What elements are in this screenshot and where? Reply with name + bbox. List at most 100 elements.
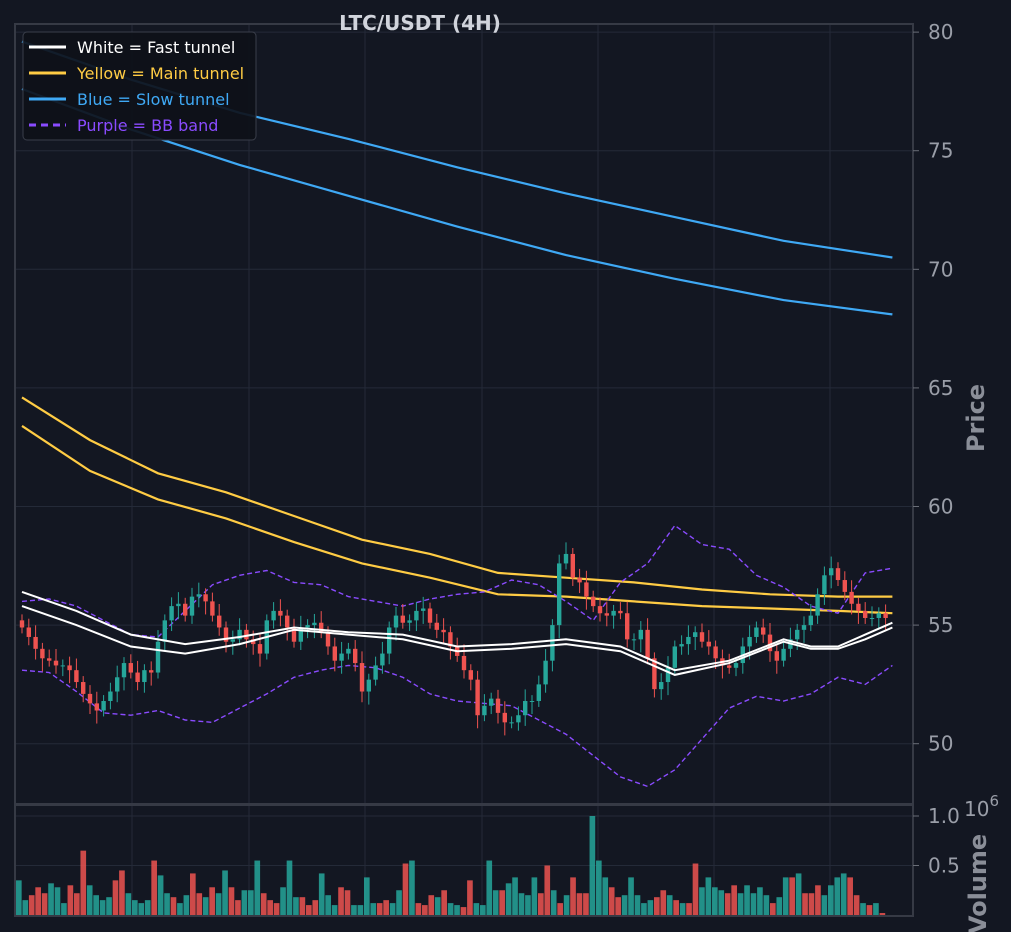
candle-body	[876, 613, 881, 618]
candle-body	[33, 636, 38, 649]
candle-body	[421, 608, 426, 611]
volume-bar	[724, 893, 731, 915]
candle-body	[557, 563, 562, 626]
main-tunnel	[21, 396, 893, 615]
volume-bar	[454, 905, 460, 915]
candle-body	[767, 634, 773, 652]
candle-body	[727, 665, 732, 668]
volume-bar	[177, 903, 183, 915]
volume-bar	[628, 877, 634, 915]
volume-bar	[570, 877, 576, 915]
candle-body	[74, 670, 79, 683]
volume-bar	[357, 905, 364, 915]
volume-bar	[267, 900, 273, 915]
candle-body	[101, 701, 106, 711]
volume-bar	[428, 895, 435, 915]
candle-body	[176, 603, 181, 607]
volume-bar	[22, 900, 29, 915]
candle-body	[638, 629, 643, 640]
volume-panel-frame	[14, 804, 914, 917]
volume-bar	[248, 890, 254, 915]
candle-body	[128, 663, 133, 673]
volume-bar	[782, 877, 789, 915]
volume-bar	[467, 880, 473, 915]
volume-bar	[157, 875, 164, 915]
price-tick-label: 65	[928, 376, 953, 400]
candle-body	[801, 625, 807, 630]
candle-body	[414, 610, 419, 621]
candles	[19, 542, 888, 736]
volume-bar	[209, 887, 215, 915]
candle-body	[373, 665, 378, 680]
candle-body	[822, 575, 827, 595]
candle-body	[19, 620, 25, 628]
volume-bar	[770, 903, 776, 915]
candle-body	[312, 622, 317, 626]
volume-bar	[93, 895, 99, 915]
volume-bar	[415, 903, 422, 915]
volume-bar	[834, 877, 841, 915]
legend-box	[22, 31, 257, 141]
volume-bar	[505, 883, 512, 915]
candle-body	[842, 580, 847, 592]
price-tick-label: 60	[928, 495, 953, 519]
volume-bar	[815, 885, 821, 915]
volume-bar	[763, 895, 770, 915]
volume-bar	[847, 877, 853, 915]
price-axis-ticks: 50 55 60 65 70 75 80	[913, 20, 953, 756]
candle-body	[359, 663, 365, 692]
candle-body	[536, 684, 541, 702]
volume-bar	[840, 873, 847, 915]
volume-bar	[132, 900, 138, 915]
candle-body	[346, 648, 351, 654]
candle-body	[849, 591, 854, 604]
volume-bar	[499, 890, 505, 915]
candle-body	[53, 660, 59, 666]
volume-bar	[318, 873, 325, 915]
candle-body	[149, 670, 154, 673]
candle-body	[523, 701, 528, 716]
volume-bar	[190, 873, 196, 915]
volume-bar	[86, 885, 93, 915]
volume-bar	[280, 887, 286, 915]
candle-body	[808, 615, 813, 626]
candle-body	[441, 629, 446, 633]
candle-body	[856, 603, 861, 611]
volume-bar	[531, 877, 538, 915]
legend-label-bb: Purple = BB band	[77, 116, 218, 135]
candle-body	[325, 632, 331, 647]
price-grid	[16, 25, 912, 803]
volume-axis-label: Volume	[964, 834, 992, 932]
candle-body	[448, 632, 453, 647]
candle-body	[427, 608, 433, 623]
volume-bar	[441, 890, 447, 915]
volume-bar	[383, 900, 389, 915]
candle-body	[298, 627, 303, 642]
volume-bar	[518, 893, 525, 915]
volume-bar	[112, 880, 119, 915]
volume-bar	[138, 903, 145, 915]
candle-body	[319, 622, 324, 633]
candle-body	[761, 627, 766, 635]
candle-body	[747, 636, 752, 647]
volume-bar	[673, 900, 679, 915]
candle-body	[393, 615, 399, 628]
candle-body	[271, 610, 276, 621]
volume-bar	[486, 860, 493, 915]
candle-body	[169, 606, 174, 621]
volume-bar	[202, 897, 209, 915]
volume-bar	[666, 895, 673, 915]
volume-bar	[16, 880, 22, 915]
candle-body	[400, 615, 405, 623]
volume-bar	[196, 893, 203, 915]
main-tunnel-lower-line	[21, 424, 893, 615]
volume-bar	[879, 913, 886, 915]
volume-bar	[679, 903, 686, 915]
candle-body	[142, 670, 147, 683]
volume-bar	[860, 903, 866, 915]
candle-body	[625, 613, 630, 640]
fast-tunnel-lower-line	[21, 605, 893, 676]
candle-body	[67, 665, 72, 671]
candle-body	[94, 703, 99, 711]
volume-bar	[821, 895, 828, 915]
